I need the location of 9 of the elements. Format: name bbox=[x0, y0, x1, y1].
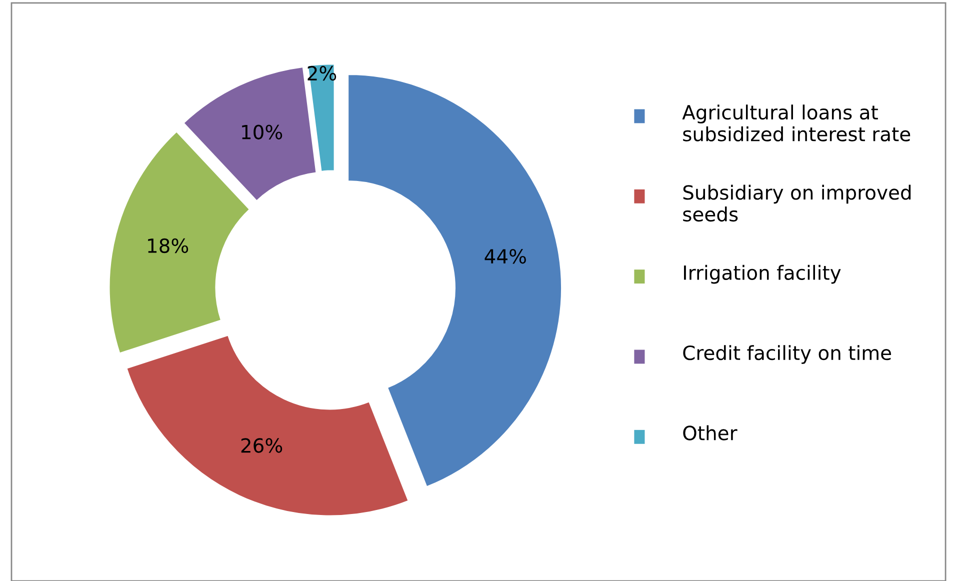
legend-label: Credit facility on time bbox=[683, 345, 892, 364]
legend-label: Irrigation facility bbox=[684, 264, 841, 284]
legend-label: Agricultural loans at subsidized interest rate bbox=[682, 104, 910, 142]
data-label: 18% bbox=[148, 238, 188, 254]
data-label: 10% bbox=[242, 124, 282, 140]
legend-label: Other bbox=[683, 425, 738, 440]
data-label: 26% bbox=[241, 438, 282, 453]
data-label: 44% bbox=[484, 248, 526, 264]
legend-label: Subsidiary on improved seeds bbox=[683, 184, 911, 222]
